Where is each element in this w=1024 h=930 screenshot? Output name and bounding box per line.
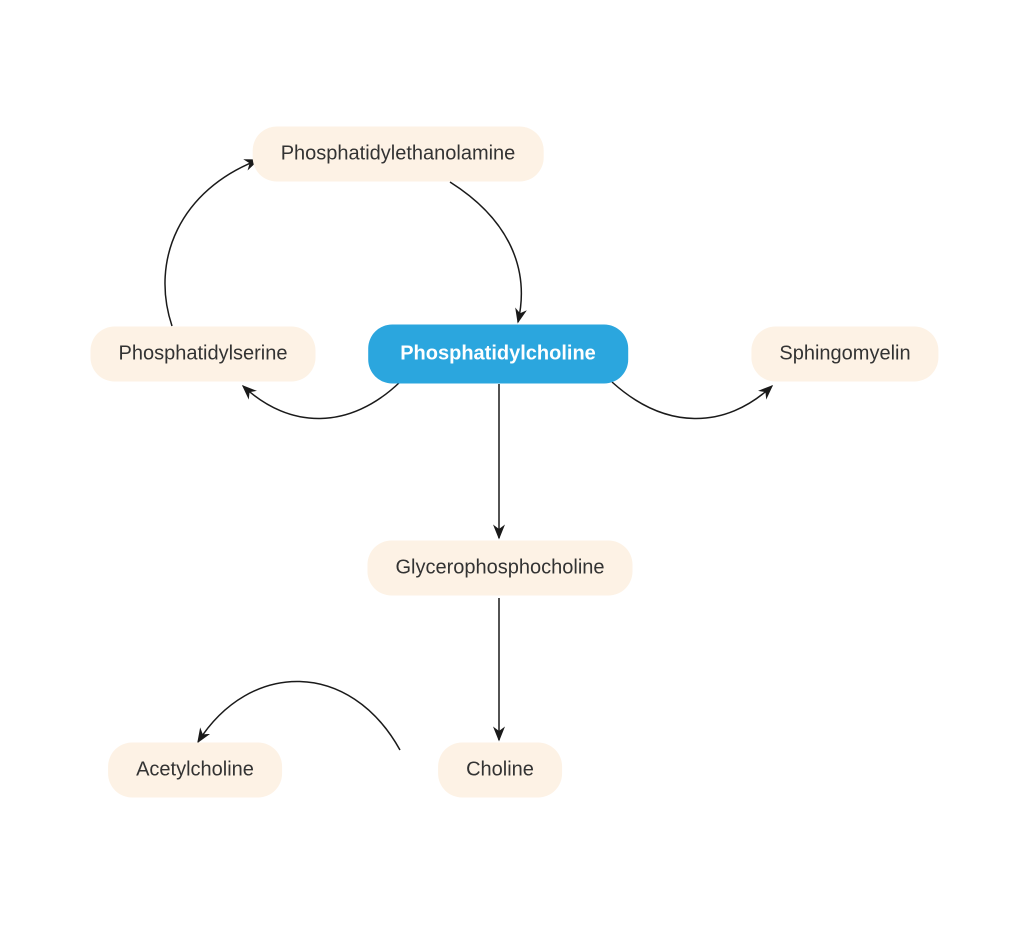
node-label: Acetylcholine (136, 759, 254, 781)
node-choline: Choline (438, 743, 562, 798)
edge-ch-to-ach (198, 681, 400, 750)
node-label: Phosphatidylcholine (400, 343, 596, 365)
edge-pc-to-ps (243, 382, 400, 419)
node-glycerophosphocholine: Glycerophosphocholine (367, 541, 632, 596)
edge-ps-to-pe (165, 160, 258, 326)
node-phosphatidylcholine: Phosphatidylcholine (368, 325, 628, 384)
edge-pc-to-sm (612, 382, 772, 419)
node-acetylcholine: Acetylcholine (108, 743, 282, 798)
node-label: Phosphatidylethanolamine (281, 143, 516, 165)
node-phosphatidylethanolamine: Phosphatidylethanolamine (253, 127, 544, 182)
node-label: Choline (466, 759, 534, 781)
node-label: Phosphatidylserine (119, 343, 288, 365)
node-label: Sphingomyelin (779, 343, 910, 365)
node-sphingomyelin: Sphingomyelin (751, 327, 938, 382)
edge-pe-to-pc (450, 182, 521, 322)
node-phosphatidylserine: Phosphatidylserine (91, 327, 316, 382)
pathway-diagram: Phosphatidylethanolamine Phosphatidylser… (0, 0, 1024, 930)
node-label: Glycerophosphocholine (395, 557, 604, 579)
